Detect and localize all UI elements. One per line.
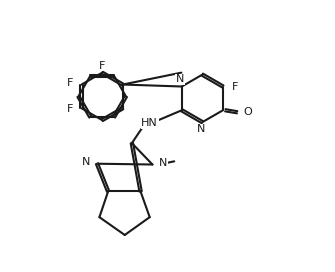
Text: N: N (82, 157, 90, 167)
Text: N: N (159, 157, 168, 168)
Text: HN: HN (141, 118, 158, 128)
Text: F: F (67, 104, 73, 114)
Text: F: F (231, 82, 238, 91)
Text: N: N (176, 74, 184, 84)
Text: F: F (99, 61, 106, 70)
Text: O: O (244, 107, 252, 117)
Text: F: F (67, 78, 73, 88)
Text: N: N (197, 124, 205, 134)
